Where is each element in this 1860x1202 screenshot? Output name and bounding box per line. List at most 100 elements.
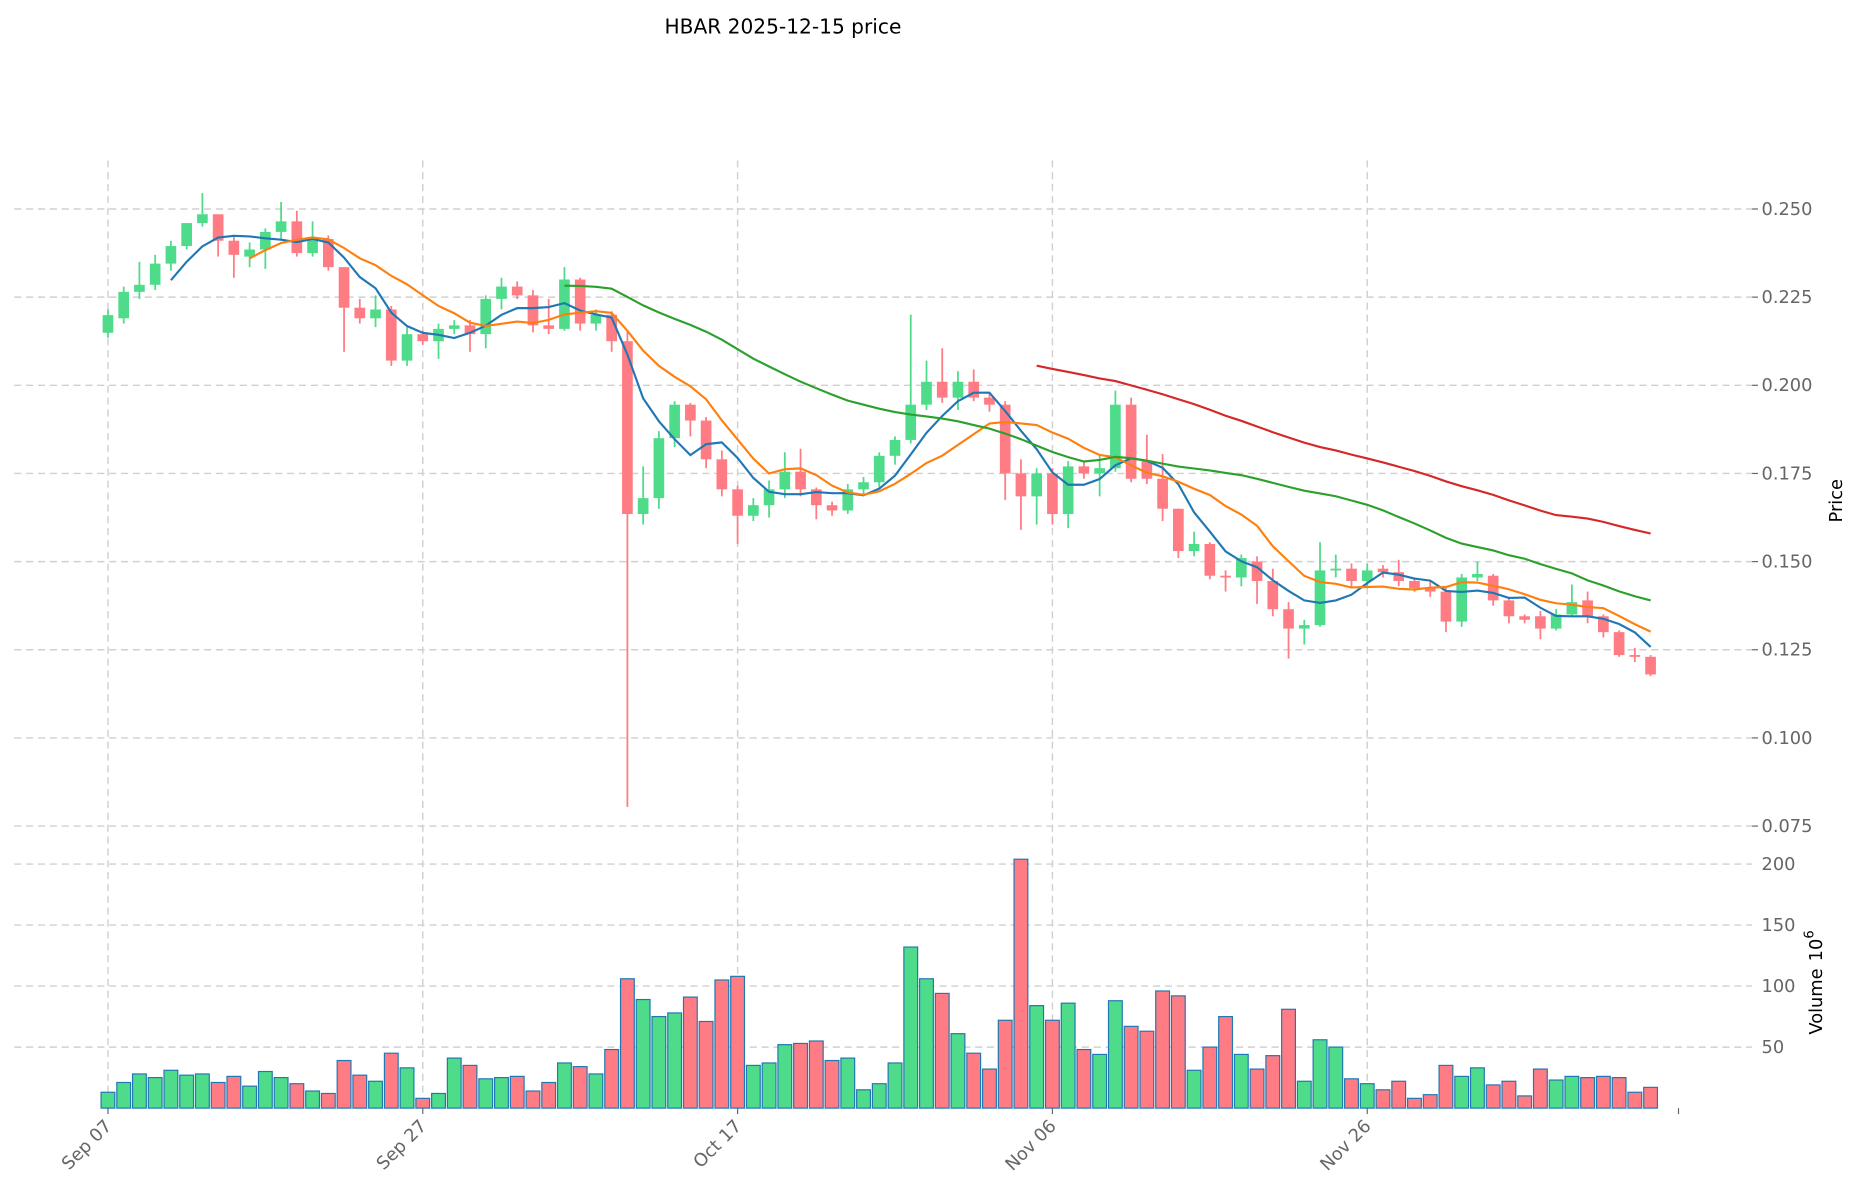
candle-down: [1204, 543, 1216, 576]
candle-down: [1157, 478, 1168, 509]
candle-up: [134, 284, 145, 292]
candle-up: [858, 482, 869, 490]
candle-down: [1377, 568, 1389, 573]
volume-bar: [745, 1064, 761, 1109]
volume-bars: [100, 858, 1659, 1109]
candle-up: [118, 291, 130, 319]
candle-down: [228, 240, 240, 255]
candle-up: [1566, 602, 1578, 615]
candle-up: [401, 334, 413, 361]
candles: [102, 193, 1656, 808]
date-tick-label: Nov 26: [1316, 1116, 1375, 1175]
price-tick-label: 0.150: [1762, 552, 1813, 573]
candle-up: [448, 325, 460, 329]
candle-up: [637, 498, 649, 515]
candle-down: [795, 471, 806, 490]
volume-tick-label: 200: [1762, 854, 1796, 875]
volume-bar: [1406, 1097, 1422, 1109]
ma30-line: [564, 284, 1651, 602]
candle-down: [826, 505, 838, 511]
volume-bar: [1580, 1077, 1596, 1109]
volume-bar: [981, 1068, 997, 1109]
volume-bar: [1517, 1095, 1533, 1109]
volume-bar: [777, 1044, 793, 1109]
price-tick-label: 0.100: [1762, 728, 1813, 749]
volume-bar: [100, 1091, 116, 1109]
volume-bar: [1312, 1039, 1328, 1109]
volume-bar: [242, 1085, 258, 1109]
volume-bar: [320, 1092, 336, 1109]
volume-bar: [619, 978, 635, 1109]
volume-bar: [1155, 990, 1171, 1109]
volume-bar: [1501, 1080, 1517, 1109]
volume-bar: [1249, 1068, 1265, 1109]
candle-up: [244, 249, 255, 257]
candle-down: [1613, 632, 1625, 656]
volume-bar: [903, 946, 919, 1109]
candle-down: [1424, 588, 1436, 592]
volume-bar: [572, 1066, 588, 1109]
volume-bar: [635, 998, 651, 1109]
candle-down: [385, 309, 397, 361]
candle-up: [149, 263, 161, 285]
volume-bar: [604, 1048, 620, 1109]
volume-bar: [1643, 1086, 1659, 1109]
volume-bar: [462, 1064, 478, 1109]
candle-down: [1283, 609, 1294, 629]
date-tick-label: Sep 07: [58, 1116, 117, 1175]
volume-bar: [1611, 1077, 1627, 1109]
volume-bar: [163, 1069, 179, 1109]
candle-down: [1047, 473, 1058, 515]
candle-down: [464, 325, 476, 335]
candle-down: [1141, 461, 1153, 479]
candle-up: [873, 455, 885, 483]
candle-down: [1173, 508, 1184, 552]
volume-bar: [1344, 1078, 1359, 1109]
candle-down: [527, 295, 539, 326]
volume-bar: [1265, 1055, 1281, 1109]
candle-down: [732, 489, 743, 516]
candle-up: [1361, 570, 1373, 582]
volume-bar: [289, 1083, 305, 1109]
candle-down: [1645, 656, 1656, 675]
volume-bar: [1375, 1089, 1391, 1109]
candle-up: [370, 309, 381, 319]
volume-bar: [698, 1020, 714, 1109]
volume-bar: [1076, 1048, 1092, 1109]
volume-bar: [856, 1089, 871, 1109]
moving-average-lines: [170, 234, 1652, 648]
volume-bar: [997, 1019, 1013, 1109]
candle-down: [322, 238, 334, 268]
candle-down: [1267, 581, 1279, 610]
candle-up: [496, 286, 507, 299]
candle-down: [700, 420, 712, 460]
candle-up: [307, 238, 318, 254]
candle-up: [1472, 573, 1483, 578]
date-tick-label: Nov 06: [1001, 1116, 1060, 1175]
volume-bar: [588, 1073, 604, 1109]
candle-up: [1062, 466, 1074, 515]
candle-up: [1314, 570, 1326, 626]
volume-bar: [1548, 1079, 1564, 1109]
volume-bar: [1060, 1002, 1076, 1109]
ma10-line: [249, 236, 1652, 633]
candle-down: [574, 279, 586, 324]
volume-exponent-base: 10: [1806, 939, 1827, 962]
candle-up: [165, 246, 177, 264]
candle-up: [1550, 614, 1562, 629]
volume-bar: [494, 1077, 509, 1109]
price-tick-label: 0.125: [1762, 640, 1813, 661]
volume-bar: [368, 1080, 384, 1109]
candle-up: [952, 381, 964, 398]
candle-down: [984, 397, 995, 405]
volume-bar: [682, 996, 698, 1109]
volume-bar: [1186, 1069, 1202, 1109]
candle-down: [999, 404, 1011, 474]
volume-bar: [399, 1067, 415, 1109]
volume-bar: [541, 1081, 557, 1109]
volume-bar: [793, 1042, 809, 1109]
volume-bar: [730, 975, 746, 1109]
candle-up: [480, 298, 492, 335]
volume-bar: [352, 1074, 368, 1109]
volume-tick-label: 50: [1762, 1037, 1785, 1058]
